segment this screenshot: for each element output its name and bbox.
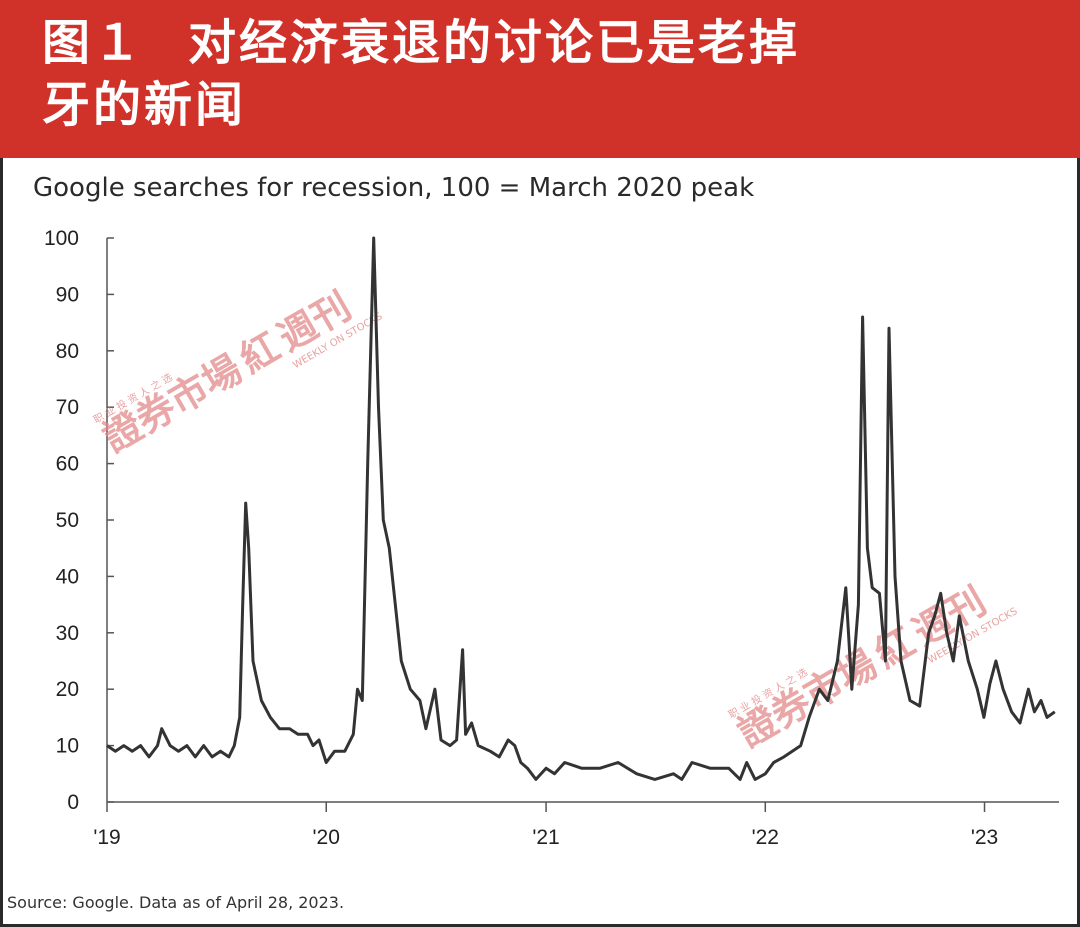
y-tick-label: 40: [56, 565, 79, 588]
x-tick-label: '22: [752, 826, 779, 849]
line-chart: Google searches for recession, 100 = Mar…: [7, 173, 1059, 912]
y-tick-label: 80: [56, 340, 79, 363]
x-axis: '19 '20 '21 '22 '23: [93, 801, 1059, 849]
x-tick-label: '23: [971, 826, 998, 849]
figure-title: 图１ 对经济衰退的讨论已是老掉 牙的新闻: [42, 12, 1050, 136]
figure-title-line-1: 图１ 对经济衰退的讨论已是老掉: [42, 12, 1050, 74]
series-line: [106, 236, 1056, 781]
figure-header: 图１ 对经济衰退的讨论已是老掉 牙的新闻: [0, 0, 1080, 158]
y-tick-label: 70: [56, 396, 79, 419]
figure-number: 图１: [42, 15, 145, 71]
y-tick-label: 100: [44, 227, 79, 250]
x-tick-label: '20: [313, 826, 340, 849]
y-tick-label: 20: [56, 678, 79, 701]
y-tick-label: 50: [56, 509, 79, 532]
watermark-name: 證券市場紅週刊: [96, 284, 359, 461]
x-tick-label: '19: [93, 826, 120, 849]
y-tick-label: 10: [56, 735, 79, 758]
y-tick-label: 30: [56, 622, 79, 645]
chart-container: Google searches for recession, 100 = Mar…: [0, 158, 1080, 927]
watermark-name: 證券市場紅週刊: [731, 579, 994, 756]
chart-source: Source: Google. Data as of April 28, 202…: [7, 893, 344, 912]
y-tick-label: 0: [67, 791, 79, 814]
figure-title-line-2: 牙的新闻: [42, 77, 247, 133]
figure-title-text-1: 对经济衰退的讨论已是老掉: [188, 15, 801, 71]
y-tick-label: 90: [56, 283, 79, 306]
y-tick-label: 60: [56, 453, 79, 476]
y-axis: 0 10 20 30 40 50 60 70 80 90 100: [44, 227, 114, 814]
chart-subtitle: Google searches for recession, 100 = Mar…: [33, 173, 754, 203]
x-tick-label: '21: [532, 826, 559, 849]
